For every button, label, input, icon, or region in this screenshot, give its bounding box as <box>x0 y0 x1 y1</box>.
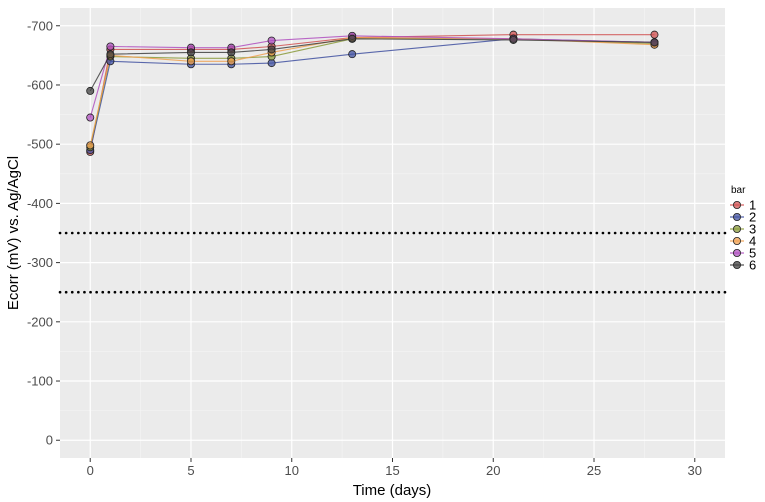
data-point-1 <box>650 30 659 39</box>
series-line-6 <box>89 38 655 92</box>
legend-key-point <box>733 248 742 257</box>
data-point-6 <box>186 48 195 57</box>
legend-key-point <box>733 224 742 233</box>
legend-key-point <box>733 236 742 245</box>
x-tick-label: 10 <box>285 463 299 478</box>
y-tick-label: -500 <box>27 137 53 152</box>
y-axis-title: Ecorr (mV) vs. Ag/AgCl <box>5 156 22 310</box>
series-line-1 <box>89 34 655 152</box>
data-point-6 <box>86 86 95 95</box>
y-tick-label: -300 <box>27 255 53 270</box>
series-line-5 <box>89 35 655 118</box>
legend-key-point <box>733 260 742 269</box>
x-tick-label: 25 <box>587 463 601 478</box>
legend-label: 2 <box>749 210 756 225</box>
y-tick-label: -700 <box>27 18 53 33</box>
reference-lines <box>58 231 727 294</box>
legend-key-point <box>733 212 742 221</box>
y-tick-label: -100 <box>27 374 53 389</box>
axis-layer: 0 5 10 15 20 25 30 0 -100 -200 -300 -400 -500 -600 -70… <box>27 18 702 478</box>
data-point-6 <box>267 45 276 54</box>
legend-label: 1 <box>749 198 756 213</box>
data-point-5 <box>86 113 95 122</box>
legend-title: bar <box>731 185 746 196</box>
y-tick-label: -200 <box>27 314 53 329</box>
legend-label: 5 <box>749 246 756 261</box>
data-point-5 <box>267 36 276 45</box>
x-axis-title: Time (days) <box>353 482 432 499</box>
x-tick-label: 30 <box>688 463 702 478</box>
legend-label: 6 <box>749 258 756 273</box>
series-layer <box>86 30 659 156</box>
data-point-4 <box>227 57 236 66</box>
data-point-6 <box>650 38 659 47</box>
data-point-4 <box>86 141 95 150</box>
legend-key-point <box>733 200 742 209</box>
data-point-4 <box>186 57 195 66</box>
legend-label: 3 <box>749 222 756 237</box>
x-tick-label: 15 <box>385 463 399 478</box>
y-tick-label: 0 <box>46 433 53 448</box>
series-line-2 <box>89 38 655 151</box>
data-point-6 <box>106 50 115 59</box>
x-tick-label: 0 <box>87 463 94 478</box>
x-tick-label: 5 <box>187 463 194 478</box>
y-tick-label: -400 <box>27 196 53 211</box>
legend-label: 4 <box>749 234 756 249</box>
x-tick-label: 20 <box>486 463 500 478</box>
data-point-5 <box>106 42 115 51</box>
data-point-2 <box>348 50 357 59</box>
data-point-6 <box>509 35 518 44</box>
data-point-6 <box>348 34 357 43</box>
y-tick-label: -600 <box>27 77 53 92</box>
data-point-6 <box>227 48 236 57</box>
